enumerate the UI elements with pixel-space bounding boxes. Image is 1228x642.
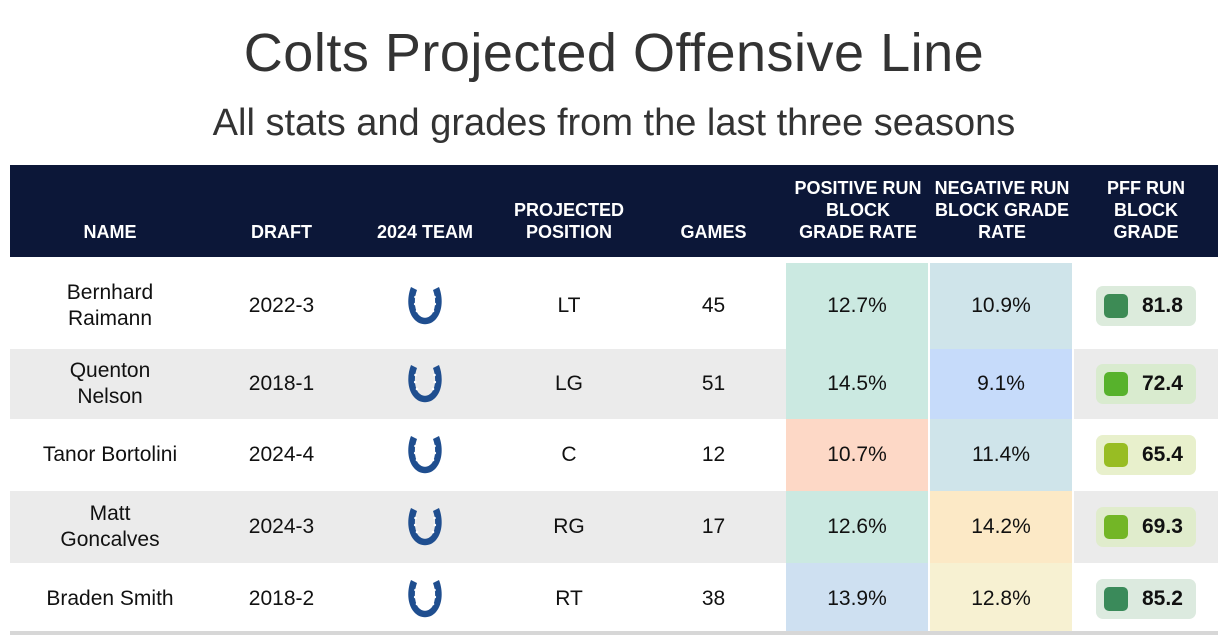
draft-pick: 2024-4 xyxy=(248,443,315,466)
games-count: 17 xyxy=(701,515,726,538)
grade-color-swatch xyxy=(1104,443,1128,467)
page-title: Colts Projected Offensive Line xyxy=(243,23,985,83)
stats-table: NAME DRAFT 2024 TEAM PROJECTED POSITION … xyxy=(10,165,1218,635)
projected-position: RT xyxy=(555,587,583,610)
table-row: Tanor Bortolini 2024-4 C 12 10.7% 11.4% 65.4 xyxy=(10,419,1218,491)
colts-horseshoe-icon xyxy=(408,436,442,474)
player-name: Bernhard Raimann xyxy=(66,281,154,330)
games-count: 45 xyxy=(701,294,726,317)
header-draft: DRAFT xyxy=(251,222,312,242)
pff-grade-badge: 85.2 xyxy=(1096,579,1196,619)
header-pff-grade: PFF RUN BLOCK GRADE xyxy=(1107,178,1185,242)
team-logo xyxy=(353,419,497,491)
projected-position: LG xyxy=(554,372,583,395)
games-count: 12 xyxy=(701,443,726,466)
projected-position: RG xyxy=(553,515,585,538)
draft-pick: 2018-2 xyxy=(248,587,315,610)
positive-rate-cell: 12.6% xyxy=(786,491,930,563)
pff-grade-badge: 69.3 xyxy=(1096,507,1196,547)
team-logo xyxy=(353,491,497,563)
draft-pick: 2022-3 xyxy=(248,294,315,317)
games-count: 38 xyxy=(701,587,726,610)
player-name: Quenton Nelson xyxy=(69,359,151,408)
grade-color-swatch xyxy=(1104,515,1128,539)
table-row: Braden Smith 2018-2 RT 38 13.9% 12.8% 85.2 xyxy=(10,563,1218,635)
pff-grade-badge: 72.4 xyxy=(1096,364,1196,404)
grade-color-swatch xyxy=(1104,587,1128,611)
pff-grade-value: 81.8 xyxy=(1142,294,1183,317)
header-team: 2024 TEAM xyxy=(376,222,474,242)
positive-rate-cell: 10.7% xyxy=(786,419,930,491)
pff-grade-value: 65.4 xyxy=(1142,443,1183,466)
colts-horseshoe-icon xyxy=(408,580,442,618)
positive-rate-cell: 12.7% xyxy=(786,263,930,349)
table-header: NAME DRAFT 2024 TEAM PROJECTED POSITION … xyxy=(10,165,1218,257)
positive-rate-cell: 14.5% xyxy=(786,349,930,419)
negative-rate-cell: 9.1% xyxy=(930,349,1074,419)
table-row: Bernhard Raimann 2022-3 LT 45 12.7% 10.9% 81.… xyxy=(10,263,1218,349)
grade-color-swatch xyxy=(1104,372,1128,396)
header-name: NAME xyxy=(83,222,137,242)
header-position: PROJECTED POSITION xyxy=(513,200,625,242)
games-count: 51 xyxy=(701,372,726,395)
positive-rate-cell: 13.9% xyxy=(786,563,930,635)
pff-grade-cell: 85.2 xyxy=(1074,563,1218,635)
header-games: GAMES xyxy=(680,222,747,242)
pff-grade-cell: 81.8 xyxy=(1074,263,1218,349)
player-name: Matt Goncalves xyxy=(60,502,160,551)
pff-grade-value: 72.4 xyxy=(1142,372,1183,395)
pff-grade-cell: 72.4 xyxy=(1074,349,1218,419)
table-body: Bernhard Raimann 2022-3 LT 45 12.7% 10.9% 81.… xyxy=(10,263,1218,635)
team-logo xyxy=(353,263,497,349)
team-logo xyxy=(353,349,497,419)
colts-horseshoe-icon xyxy=(408,508,442,546)
pff-grade-cell: 65.4 xyxy=(1074,419,1218,491)
negative-rate-cell: 11.4% xyxy=(930,419,1074,491)
pff-grade-value: 85.2 xyxy=(1142,587,1183,610)
table-row: Matt Goncalves 2024-3 RG 17 12.6% 14.2% 69.3 xyxy=(10,491,1218,563)
draft-pick: 2018-1 xyxy=(248,372,315,395)
pff-grade-badge: 65.4 xyxy=(1096,435,1196,475)
page-subtitle: All stats and grades from the last three… xyxy=(212,102,1016,144)
team-logo xyxy=(353,563,497,635)
negative-rate-cell: 14.2% xyxy=(930,491,1074,563)
colts-horseshoe-icon xyxy=(408,287,442,325)
projected-position: C xyxy=(561,443,577,466)
negative-rate-cell: 10.9% xyxy=(930,263,1074,349)
projected-position: LT xyxy=(557,294,581,317)
table-bottom-rule xyxy=(10,631,1218,635)
player-name: Tanor Bortolini xyxy=(42,443,178,466)
grade-color-swatch xyxy=(1104,294,1128,318)
header-positive-rate: POSITIVE RUN BLOCK GRADE RATE xyxy=(794,178,922,242)
pff-grade-badge: 81.8 xyxy=(1096,286,1196,326)
colts-horseshoe-icon xyxy=(408,365,442,403)
header-negative-rate: NEGATIVE RUN BLOCK GRADE RATE xyxy=(934,178,1070,242)
player-name: Braden Smith xyxy=(46,587,174,610)
negative-rate-cell: 12.8% xyxy=(930,563,1074,635)
pff-grade-cell: 69.3 xyxy=(1074,491,1218,563)
draft-pick: 2024-3 xyxy=(248,515,315,538)
pff-grade-value: 69.3 xyxy=(1142,515,1183,538)
table-row: Quenton Nelson 2018-1 LG 51 14.5% 9.1% 72.4 xyxy=(10,349,1218,419)
